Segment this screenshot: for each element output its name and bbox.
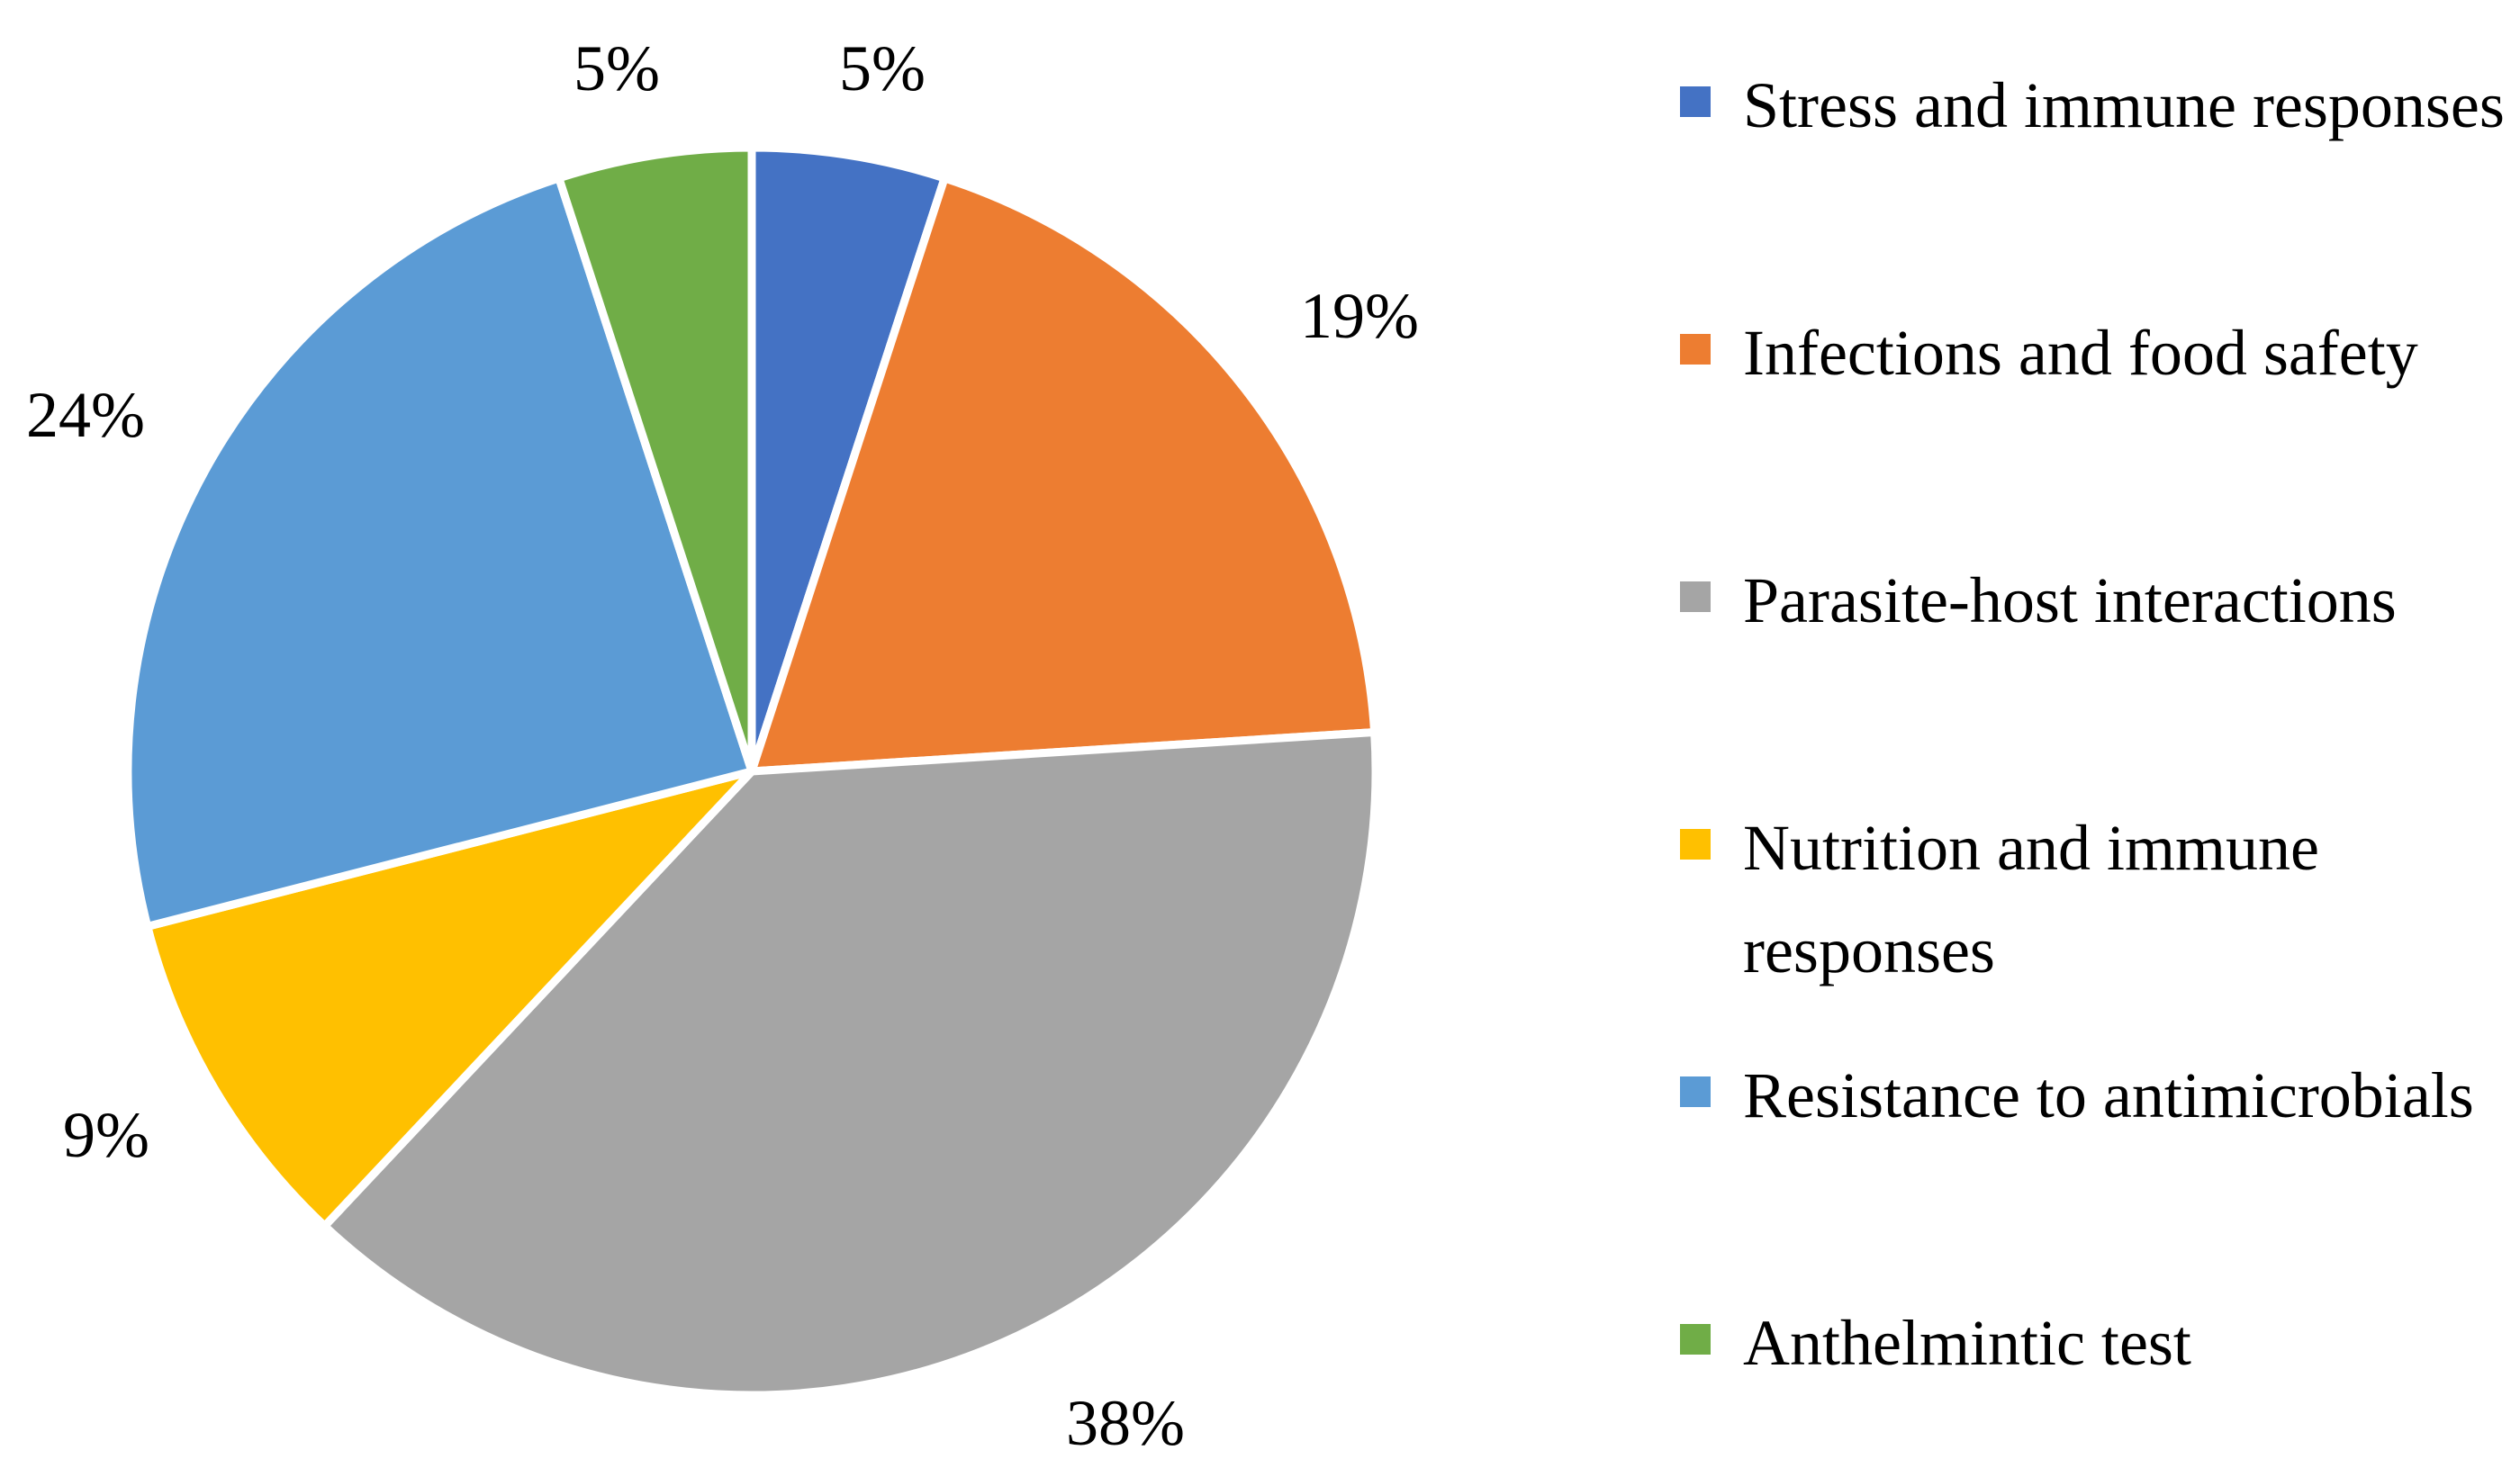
pie-label-anthelmintic: 5% xyxy=(574,32,660,104)
legend-item-stress: Stress and immune responses xyxy=(1680,54,2508,157)
legend-item-anthelmintic: Anthelmintic test xyxy=(1680,1292,2508,1394)
legend-swatch xyxy=(1680,334,1711,365)
legend-swatch xyxy=(1680,581,1711,612)
pie-label-parasite: 38% xyxy=(1066,1387,1185,1459)
legend-label: Infections and food safety xyxy=(1743,317,2418,389)
legend-label: Nutrition and immune responses xyxy=(1743,812,2319,986)
pie-label-resistance: 24% xyxy=(26,379,145,451)
legend-label: Resistance to antimicrobials xyxy=(1743,1059,2474,1131)
legend-item-parasite: Parasite-host interactions xyxy=(1680,549,2508,652)
legend-label: Stress and immune responses xyxy=(1743,69,2505,141)
legend-item-nutrition: Nutrition and immune responses xyxy=(1680,797,2508,1002)
legend-label: Anthelmintic test xyxy=(1743,1307,2191,1379)
pie-label-infections: 19% xyxy=(1300,280,1419,352)
pie-percent-labels: 5% 19% 38% 9% 24% 5% xyxy=(26,32,1419,1459)
legend-swatch xyxy=(1680,1076,1711,1107)
legend-item-infections: Infections and food safety xyxy=(1680,302,2508,404)
pie-label-nutrition: 9% xyxy=(63,1099,149,1171)
pie-slice-parasite xyxy=(321,727,1380,1400)
pie-label-stress: 5% xyxy=(839,32,926,104)
pie-slice-anthelmintic xyxy=(555,143,756,776)
legend-swatch xyxy=(1680,1324,1711,1355)
pie-slice-infections xyxy=(747,174,1379,776)
legend-item-resistance: Resistance to antimicrobials xyxy=(1680,1044,2508,1147)
legend-swatch xyxy=(1680,829,1711,860)
pie-slices xyxy=(123,143,1380,1400)
legend-label: Parasite-host interactions xyxy=(1743,564,2397,636)
legend-swatch xyxy=(1680,86,1711,117)
pie-slice-resistance xyxy=(123,174,756,931)
pie-slice-nutrition xyxy=(143,767,756,1230)
